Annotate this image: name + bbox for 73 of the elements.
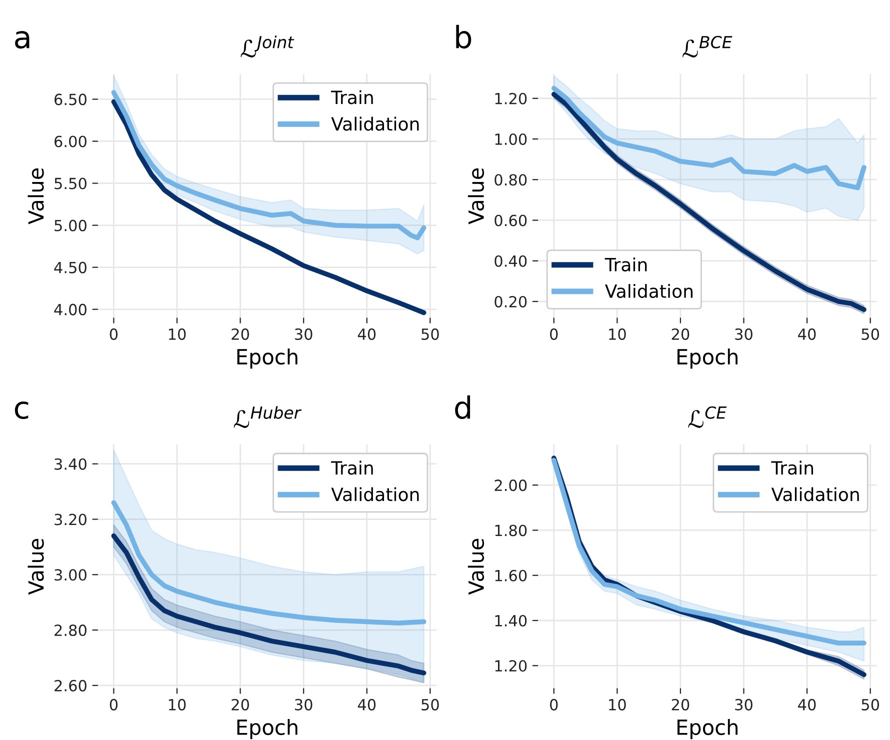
x-tick-label: 30: [295, 698, 312, 710]
x-tick-label: 50: [862, 698, 880, 710]
x-tick-label: 10: [609, 698, 626, 710]
legend-label: Train: [331, 460, 373, 475]
x-tick-label: 50: [422, 698, 439, 710]
y-tick-label: 1.00: [495, 133, 527, 146]
x-tick-label: 30: [735, 328, 752, 340]
x-tick-label: 40: [358, 698, 376, 710]
x-tick-label: 40: [798, 698, 816, 710]
line-series: [111, 500, 426, 626]
x-tick-label: 0: [110, 328, 118, 340]
y-tick-label: 5.50: [54, 178, 86, 190]
y-tick-label: 0.60: [494, 214, 527, 226]
y-tick-label: 3.00: [54, 569, 86, 581]
text: a: [15, 31, 30, 49]
x-tick-label: 50: [862, 328, 880, 340]
x-tick-label: 0: [550, 328, 558, 340]
y-tick-label: 0.20: [494, 296, 527, 308]
y-tick-label: 1.80: [495, 524, 527, 536]
y-tick-label: 3.20: [54, 514, 86, 526]
y-axis-title: Value: [468, 538, 484, 595]
legend-label: Train: [331, 90, 373, 104]
x-tick-label: 40: [798, 328, 816, 340]
y-tick-label: 2.80: [54, 624, 86, 636]
y-tick-label: 1.20: [495, 92, 527, 104]
line-series: [551, 86, 866, 190]
x-tick-label: 10: [168, 698, 186, 710]
text: b: [456, 24, 472, 49]
y-tick-label: 1.20: [495, 660, 527, 672]
x-tick-label: 20: [232, 328, 249, 340]
x-axis-title: Epoch: [237, 348, 298, 369]
x-tick-label: 20: [672, 328, 690, 340]
text: d: [455, 395, 470, 420]
chart-title: ℒ$^{Joint}$: [240, 36, 294, 58]
chart-title: ℒ$^{BCE}$: [682, 36, 732, 58]
y-tick-label: 5.00: [54, 220, 86, 232]
y-tick-label: 0.40: [494, 255, 527, 267]
x-tick-label: 0: [110, 698, 118, 710]
y-tick-label: 6.00: [54, 136, 86, 148]
x-tick-label: 10: [609, 328, 626, 340]
y-tick-label: 4.00: [54, 304, 86, 316]
y-axis-title: Value: [28, 168, 44, 224]
y-tick-label: 0.80: [494, 174, 527, 186]
legend-label: Train: [604, 258, 647, 272]
legend-label: Validation: [331, 116, 419, 131]
x-tick-label: 50: [422, 328, 439, 340]
text: c: [14, 402, 28, 420]
line-series: [111, 90, 426, 240]
chart-title: ℒ$^{CE}$: [688, 406, 727, 428]
y-tick-label: 1.60: [495, 570, 527, 582]
x-tick-label: 10: [168, 328, 186, 340]
y-tick-label: 1.40: [495, 614, 527, 627]
legend-label: Train: [771, 460, 814, 475]
chart-title: ℒ$^{Huber}$: [234, 406, 302, 428]
x-tick-label: 0: [550, 698, 558, 710]
x-tick-label: 30: [735, 698, 752, 710]
x-axis-title: Epoch: [678, 348, 738, 369]
y-tick-label: 6.50: [54, 94, 86, 106]
legend-label: Validation: [771, 487, 859, 502]
y-axis-title: Value: [468, 168, 484, 224]
x-axis-title: Epoch: [678, 718, 738, 740]
y-tick-label: 4.50: [54, 262, 86, 274]
y-axis-title: Value: [28, 538, 44, 595]
y-tick-label: 2.60: [54, 680, 86, 692]
y-tick-label: 3.40: [54, 458, 86, 470]
legend-label: Validation: [605, 284, 692, 298]
x-tick-label: 30: [295, 328, 312, 340]
x-tick-label: 40: [358, 328, 376, 340]
y-tick-label: 2.00: [494, 480, 527, 492]
x-tick-label: 20: [232, 698, 249, 710]
legend-label: Validation: [331, 487, 419, 502]
x-axis-title: Epoch: [237, 718, 298, 740]
x-tick-label: 20: [672, 698, 690, 710]
